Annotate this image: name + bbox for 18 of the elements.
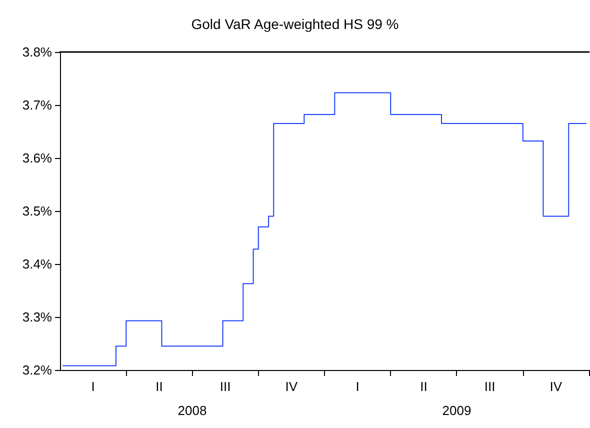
y-tick-label: 3.2% bbox=[22, 362, 52, 378]
x-tick-label: III bbox=[484, 379, 496, 394]
x-tick-label: II bbox=[156, 379, 163, 394]
y-tick-label: 3.5% bbox=[22, 204, 52, 218]
x-tick-label: III bbox=[220, 379, 231, 394]
x-tick-label: IV bbox=[550, 379, 562, 394]
y-tick-label: 3.4% bbox=[22, 256, 52, 272]
x-tick-label: I bbox=[356, 379, 360, 394]
text: 2008 bbox=[178, 403, 207, 418]
x-tick-label: I bbox=[91, 379, 95, 394]
y-tick-label: 3.3% bbox=[22, 310, 52, 324]
x-tick-label: IV bbox=[285, 379, 298, 394]
y-tick-label: 3.8% bbox=[22, 44, 52, 60]
x-tick-label: II bbox=[420, 379, 428, 394]
y-tick-label: 3.7% bbox=[22, 98, 52, 112]
chart-title: Gold VaR Age-weighted HS 99 % bbox=[191, 16, 399, 32]
y-tick-label: 3.6% bbox=[22, 150, 52, 166]
text: 2009 bbox=[442, 403, 472, 418]
